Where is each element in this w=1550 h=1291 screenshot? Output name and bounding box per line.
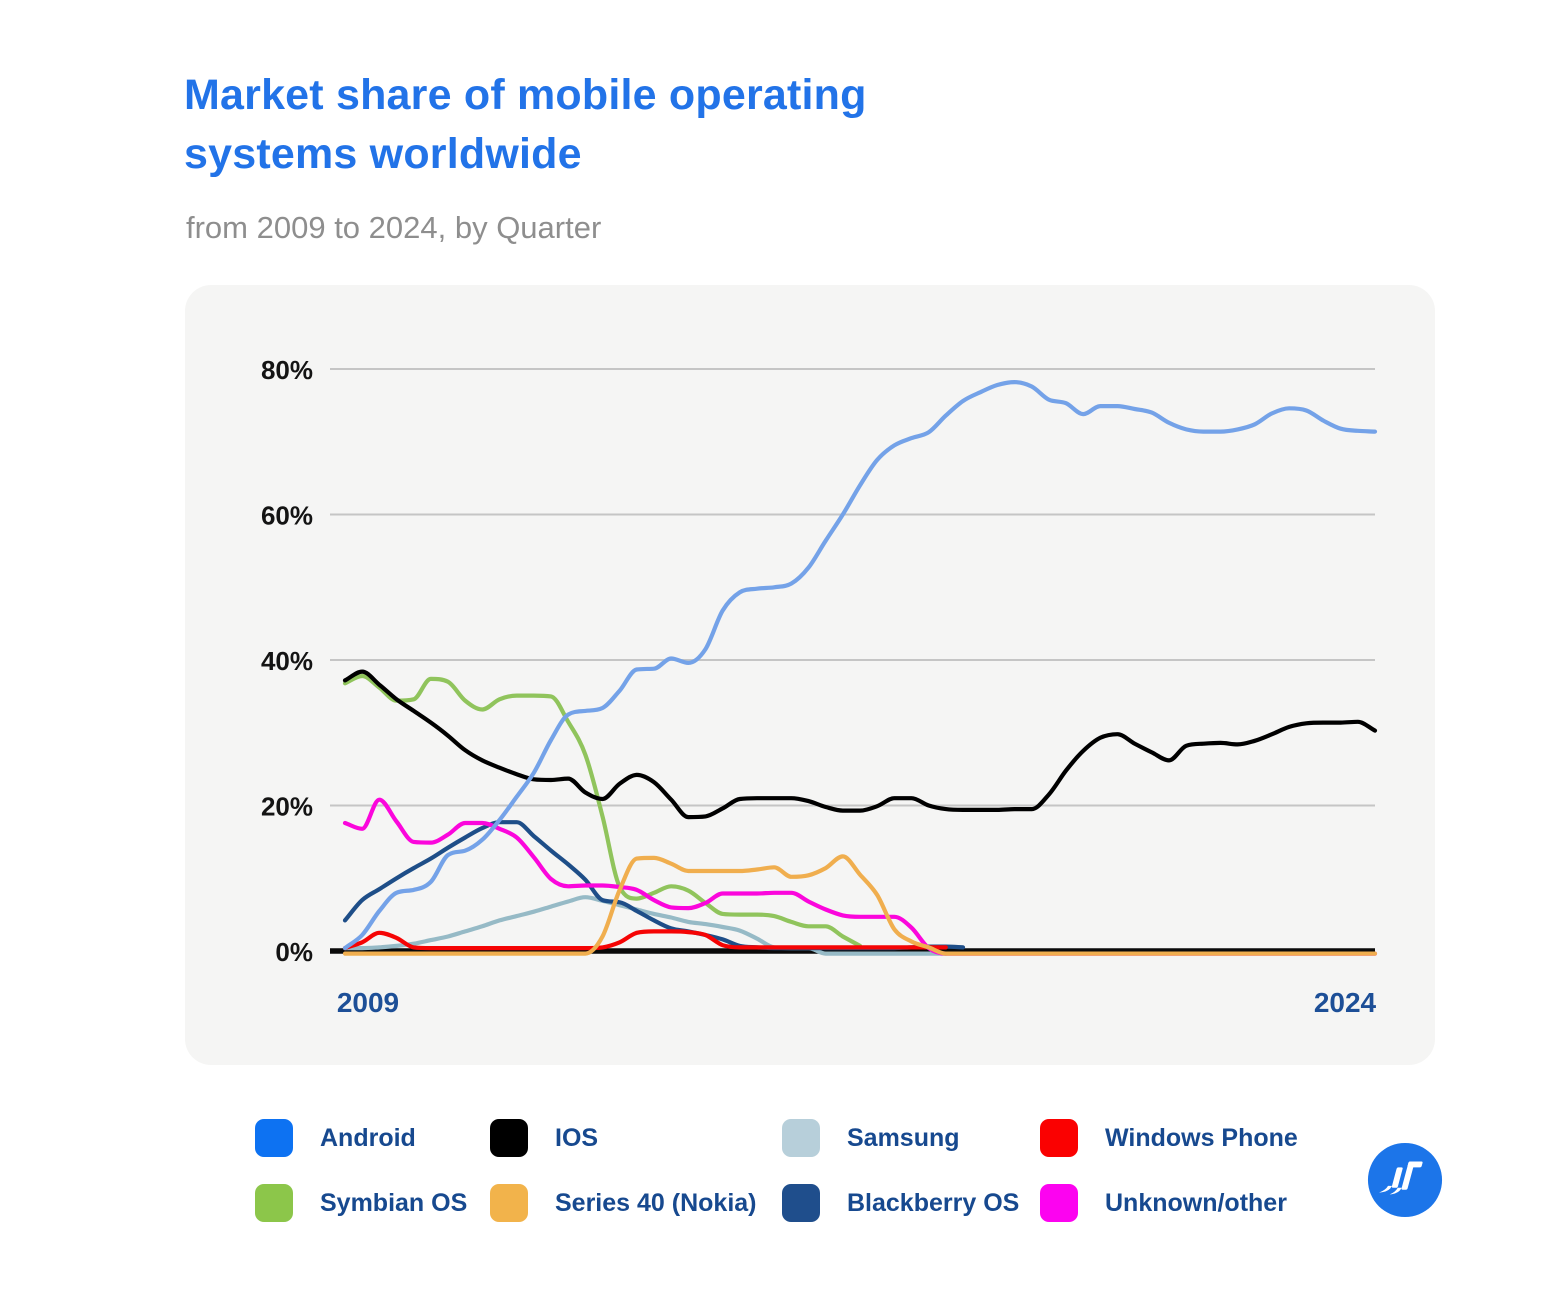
legend-item-unknown-other: Unknown/other — [1040, 1184, 1287, 1222]
legend-label-symbian-os: Symbian OS — [320, 1188, 468, 1217]
y-axis-label-80: 80% — [261, 355, 313, 385]
legend-label-android: Android — [320, 1123, 416, 1152]
legend-item-ios: IOS — [490, 1119, 598, 1157]
legend-label-unknown-other: Unknown/other — [1105, 1188, 1287, 1217]
x-axis-label-2024: 2024 — [1314, 987, 1377, 1018]
legend-swatch-blackberry-os — [782, 1184, 820, 1222]
y-axis-label-0: 0% — [275, 937, 313, 967]
series-line-samsung — [342, 895, 948, 956]
market-share-line-chart: 80% 60% 40% 20% 0% 2009 2024 — [261, 355, 1378, 1018]
title-line-1: Market share of mobile operating — [184, 71, 867, 119]
legend-swatch-ios — [490, 1119, 528, 1157]
legend-item-blackberry-os: Blackberry OS — [782, 1184, 1019, 1222]
legend-item-series-40-nokia: Series 40 (Nokia) — [490, 1184, 757, 1222]
x-axis-label-2009: 2009 — [337, 987, 399, 1018]
legend-swatch-samsung — [782, 1119, 820, 1157]
legend-item-symbian-os: Symbian OS — [255, 1184, 467, 1222]
legend-swatch-unknown-other — [1040, 1184, 1078, 1222]
legend-swatch-android — [255, 1119, 293, 1157]
y-axis-label-20: 20% — [261, 792, 313, 822]
legend-swatch-windows-phone — [1040, 1119, 1078, 1157]
legend-swatch-series-40-nokia — [490, 1184, 528, 1222]
legend-label-windows-phone: Windows Phone — [1105, 1123, 1298, 1152]
legend-item-android: Android — [255, 1119, 416, 1157]
series-line-ios — [342, 669, 1378, 820]
page-title: Market share of mobile operating systems… — [184, 66, 867, 184]
brand-logo-glyph — [1378, 1161, 1423, 1195]
y-axis-label-40: 40% — [261, 646, 313, 676]
legend-label-series-40-nokia: Series 40 (Nokia) — [555, 1188, 757, 1217]
title-line-2: systems worldwide — [184, 130, 582, 178]
series-line-series-40-nokia — [342, 854, 1378, 956]
legend-label-blackberry-os: Blackberry OS — [847, 1188, 1020, 1217]
page-subtitle: from 2009 to 2024, by Quarter — [186, 210, 602, 245]
legend-item-windows-phone: Windows Phone — [1040, 1119, 1298, 1157]
brand-logo — [1367, 1142, 1443, 1218]
legend-swatch-symbian-os — [255, 1184, 293, 1222]
y-axis-label-60: 60% — [261, 501, 313, 531]
legend-label-samsung: Samsung — [847, 1123, 960, 1152]
series-line-symbian-os — [342, 673, 863, 948]
legend-item-samsung: Samsung — [782, 1119, 960, 1157]
chart-panel: 80% 60% 40% 20% 0% 2009 2024 — [185, 285, 1435, 1065]
series-line-windows-phone — [342, 929, 948, 951]
legend-label-ios: IOS — [555, 1123, 599, 1152]
series-line-android — [342, 380, 1378, 951]
